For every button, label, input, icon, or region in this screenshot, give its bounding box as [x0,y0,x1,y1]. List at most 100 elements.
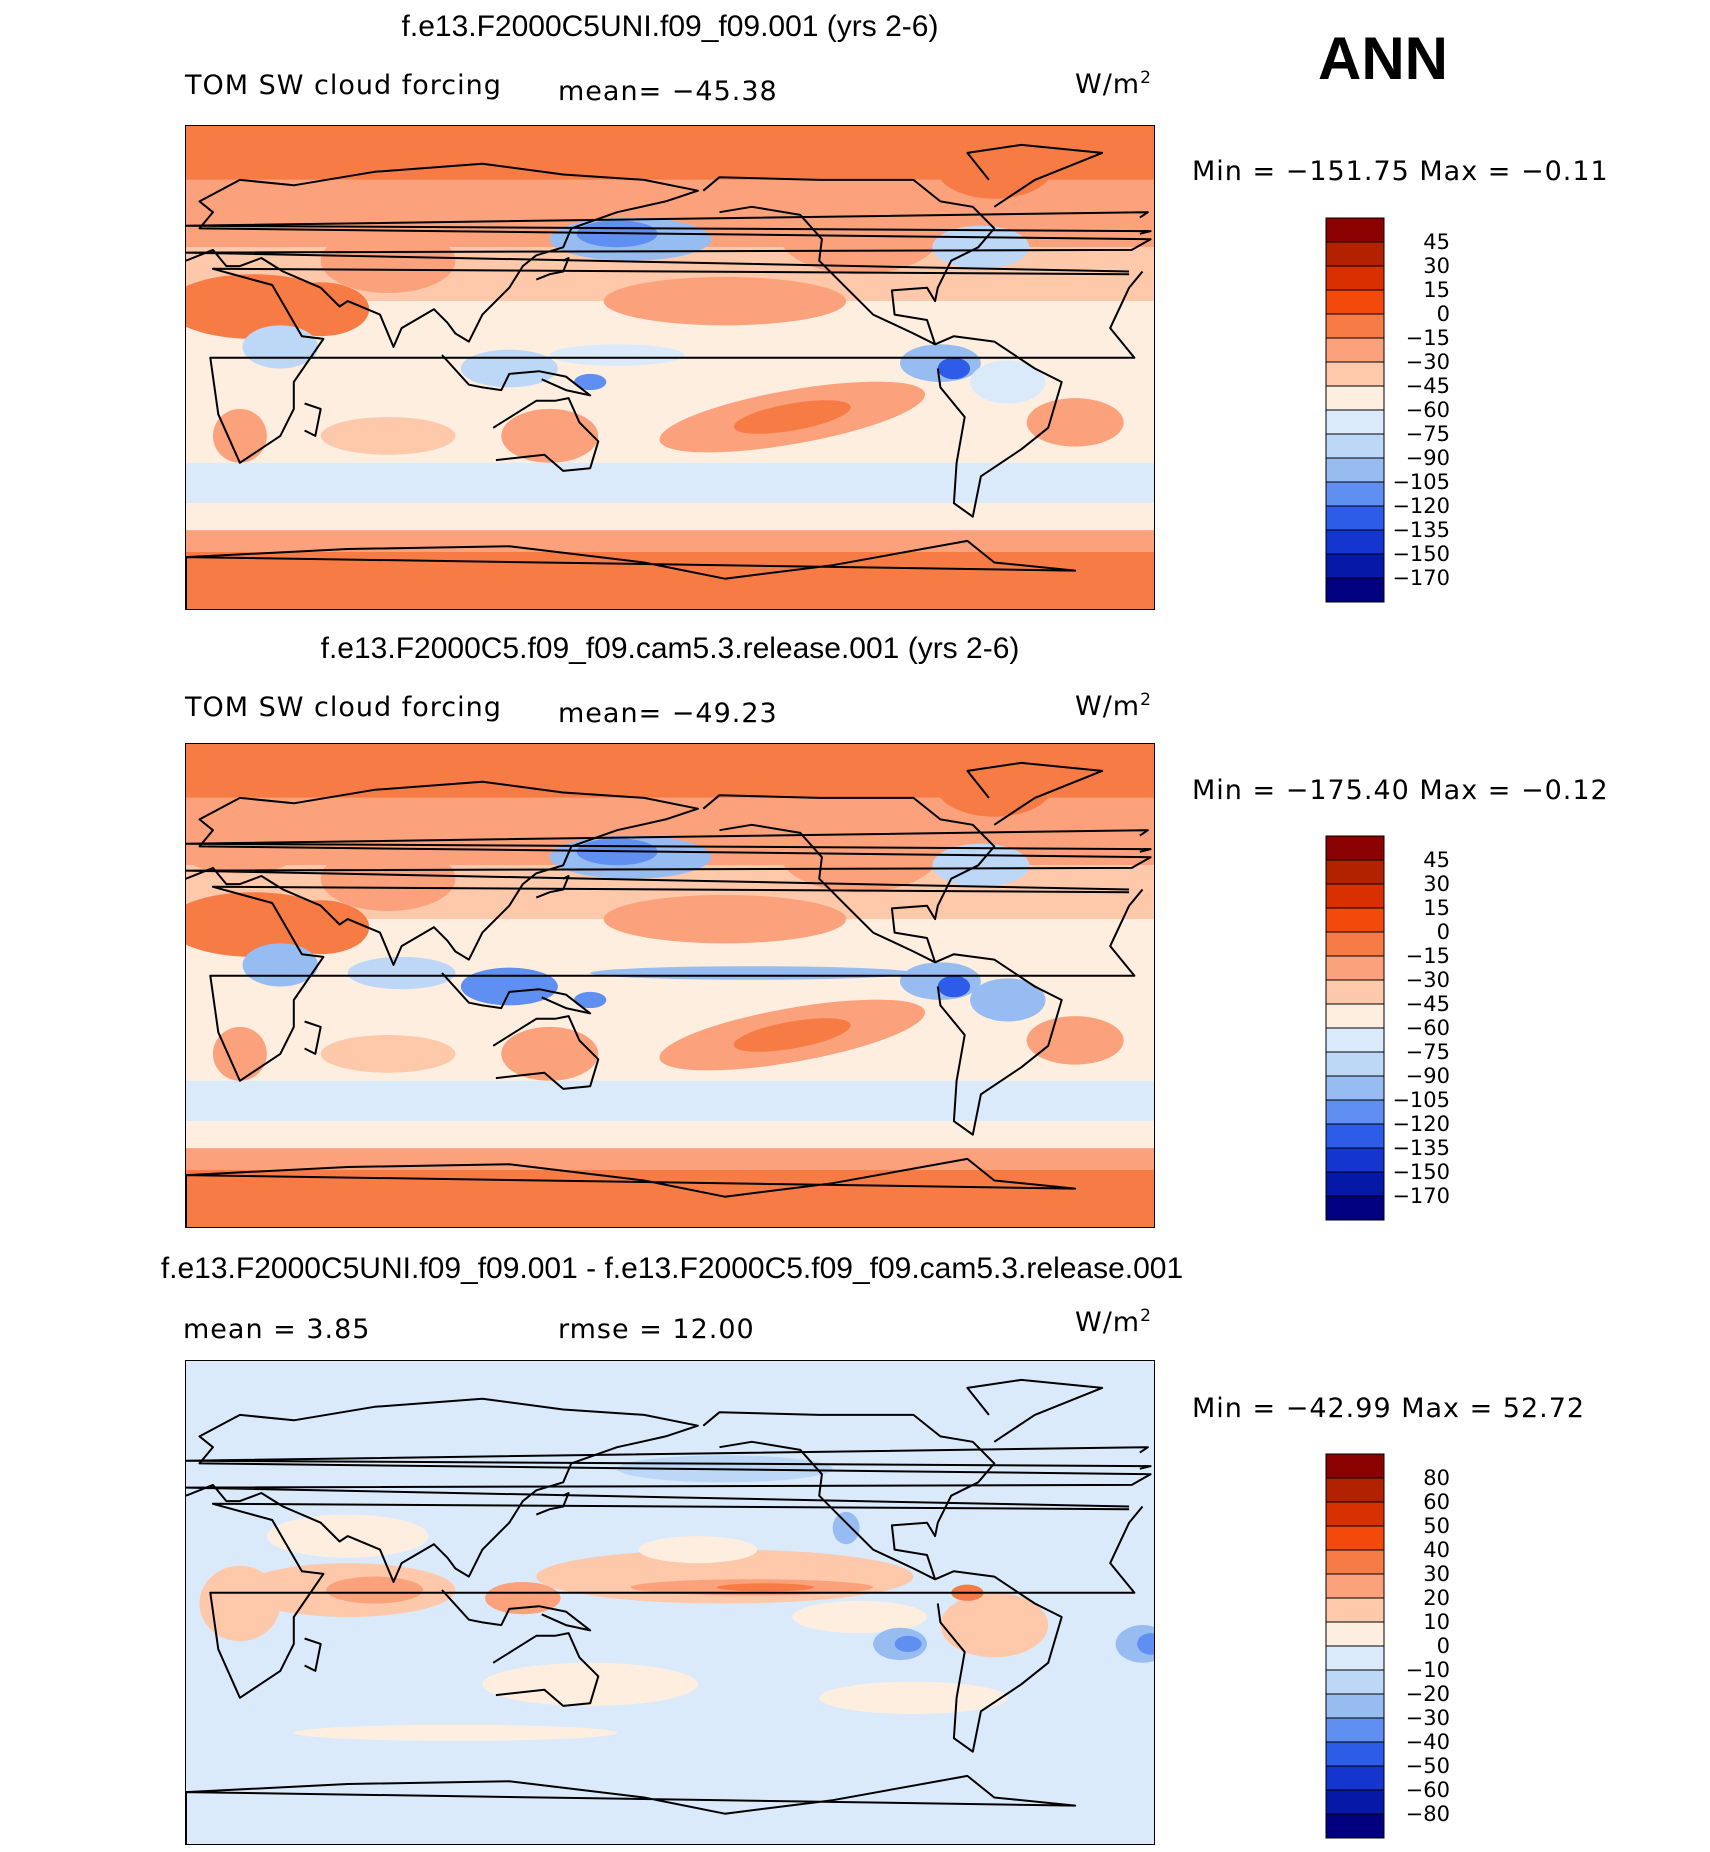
panel-1-colorbar: 45 30 15 0 −15 −30 −45 −60 −75 −90 −105 −120 −135 −15… [1325,217,1516,603]
field-contour [485,1581,561,1615]
colorbar-box [1325,1453,1385,1479]
colorbar-box [1325,955,1385,981]
coastline [966,761,1104,826]
colorbar-tick-label: −60 [1406,398,1450,422]
colorbar-tick-label: −120 [1392,494,1450,518]
colorbar-box [1325,361,1385,387]
colorbar-box [1325,217,1385,243]
colorbar-tick-label: −135 [1392,518,1450,542]
colorbar-tick-label: −75 [1406,1040,1450,1064]
coastline [186,211,1152,235]
panel-3-units: W/m2 [1075,1306,1152,1338]
field-contour [501,408,599,463]
field-contour [326,1576,424,1604]
coastline [966,1378,1104,1443]
colorbar-box [1325,1147,1385,1173]
field-contour [894,1635,922,1652]
colorbar-box [1325,907,1385,933]
field-contour [638,1536,758,1564]
colorbar-box [1325,1717,1385,1743]
colorbar-tick-label: −15 [1406,326,1450,350]
colorbar-box [1325,409,1385,435]
colorbar-tick-label: 80 [1423,1466,1450,1490]
field-contour [320,228,456,294]
coastline [702,794,996,964]
colorbar-tick-label: −135 [1392,1136,1450,1160]
panel-2-map [185,743,1155,1228]
coastline [186,1397,1152,1583]
colorbar-tick-label: −150 [1392,542,1450,566]
colorbar-tick-label: 0 [1437,302,1450,326]
coastline [186,780,1152,966]
colorbar-box [1325,433,1385,459]
colorbar-tick-label: −45 [1406,374,1450,398]
coastline [304,1020,322,1055]
colorbar-box [1325,1789,1385,1815]
coastline [186,829,1152,853]
colorbar-tick-label: −80 [1406,1802,1450,1826]
field-contour [970,360,1046,404]
colorbar-tick-label: −30 [1406,1706,1450,1730]
field-contour [603,894,847,944]
colorbar-box [1325,1813,1385,1839]
colorbar-tick-label: −30 [1406,968,1450,992]
panel-1-mean: mean= −45.38 [558,76,778,107]
field-contour [603,276,847,326]
field-contour [937,975,971,998]
field-contour [1026,1016,1124,1065]
field-contour [832,1511,860,1545]
coastline [934,1570,1063,1753]
field-contour [347,956,456,990]
coastline [535,1492,570,1516]
field-band [186,462,1154,504]
coastline [186,162,1152,348]
colorbar-box [1325,931,1385,957]
field-contour [501,1026,599,1081]
colorbar-box [1325,835,1385,861]
field-contour [932,225,1030,269]
field-contour [1026,398,1124,447]
colorbar-box [1325,1693,1385,1719]
field-contour [199,1565,281,1642]
field-band [186,551,1154,609]
coastline [966,143,1104,208]
colorbar-tick-label: −20 [1406,1682,1450,1706]
colorbar-tick-label: 10 [1423,1610,1450,1634]
field-contour [733,400,851,434]
panel-2-minmax: Min = −175.40 Max = −0.12 [1192,775,1609,806]
colorbar-box [1325,457,1385,483]
field-contour [937,357,971,380]
colorbar-tick-label: 45 [1423,230,1450,254]
colorbar-box [1325,385,1385,411]
coastline [535,257,570,281]
colorbar-box [1325,289,1385,315]
colorbar-box [1325,1099,1385,1125]
field-contour [590,966,914,980]
field-contour [1137,1633,1154,1655]
field-contour [272,900,370,955]
coastline [934,953,1063,1136]
coastline [304,402,322,437]
colorbar-tick-label: −105 [1392,1088,1450,1112]
coastline [186,1774,1077,1844]
coastline [492,397,600,472]
coastline [304,1637,322,1672]
coastline [535,875,570,899]
field-contour [272,282,370,337]
colorbar-tick-label: 30 [1423,254,1450,278]
panel-3-title: f.e13.F2000C5UNI.f09_f09.001 - f.e13.F20… [160,1252,1184,1285]
colorbar-box [1325,529,1385,555]
coastline [492,1015,600,1090]
colorbar-box [1325,1765,1385,1791]
field-contour [460,967,558,1006]
colorbar-tick-label: 30 [1423,872,1450,896]
colorbar-tick-label: 45 [1423,848,1450,872]
colorbar-tick-label: 0 [1437,920,1450,944]
field-contour [549,344,685,366]
field-contour [778,193,941,275]
panel-1-variable: TOM SW cloud forcing [185,70,502,101]
field-contour [320,417,456,455]
panel-2-variable: TOM SW cloud forcing [185,692,502,723]
colorbar-box [1325,883,1385,909]
colorbar-box [1325,1123,1385,1149]
